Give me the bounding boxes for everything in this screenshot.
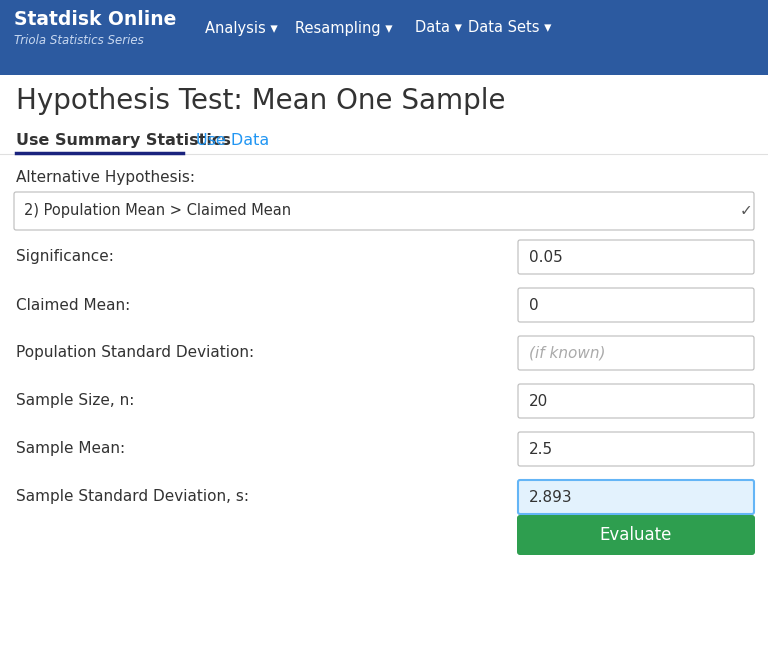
FancyBboxPatch shape	[518, 240, 754, 274]
Text: Population Standard Deviation:: Population Standard Deviation:	[16, 345, 254, 360]
Text: 2.5: 2.5	[529, 441, 553, 456]
FancyBboxPatch shape	[517, 515, 755, 555]
Text: Triola Statistics Series: Triola Statistics Series	[14, 34, 144, 47]
FancyBboxPatch shape	[518, 384, 754, 418]
Text: 0: 0	[529, 298, 538, 313]
Text: Statdisk Online: Statdisk Online	[14, 10, 177, 29]
FancyBboxPatch shape	[518, 480, 754, 514]
Text: 2) Population Mean > Claimed Mean: 2) Population Mean > Claimed Mean	[24, 203, 291, 218]
Text: Use Data: Use Data	[196, 133, 270, 148]
Text: Evaluate: Evaluate	[600, 526, 672, 544]
Text: Data ▾: Data ▾	[415, 20, 462, 35]
FancyBboxPatch shape	[14, 192, 754, 230]
Text: Claimed Mean:: Claimed Mean:	[16, 298, 131, 313]
Text: Sample Mean:: Sample Mean:	[16, 441, 125, 456]
Text: ✓: ✓	[740, 203, 753, 218]
Text: 0.05: 0.05	[529, 249, 563, 264]
FancyBboxPatch shape	[518, 336, 754, 370]
Text: Hypothesis Test: Mean One Sample: Hypothesis Test: Mean One Sample	[16, 87, 505, 115]
Text: Analysis ▾: Analysis ▾	[205, 20, 278, 35]
Text: (if known): (if known)	[529, 345, 605, 360]
Text: Data Sets ▾: Data Sets ▾	[468, 20, 551, 35]
Text: Sample Standard Deviation, s:: Sample Standard Deviation, s:	[16, 489, 249, 504]
FancyBboxPatch shape	[0, 0, 768, 75]
FancyBboxPatch shape	[518, 288, 754, 322]
FancyBboxPatch shape	[518, 432, 754, 466]
Text: Use Summary Statistics: Use Summary Statistics	[16, 133, 231, 148]
Text: 2.893: 2.893	[529, 489, 573, 504]
Text: Sample Size, n:: Sample Size, n:	[16, 394, 134, 409]
Text: Alternative Hypothesis:: Alternative Hypothesis:	[16, 170, 195, 185]
Text: Resampling ▾: Resampling ▾	[295, 20, 392, 35]
Text: Significance:: Significance:	[16, 249, 114, 264]
Text: 20: 20	[529, 394, 548, 409]
